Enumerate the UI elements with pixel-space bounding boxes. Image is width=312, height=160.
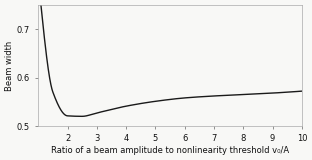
Y-axis label: Beam width: Beam width — [5, 40, 14, 91]
X-axis label: Ratio of a beam amplitude to nonlinearity threshold v₀/A: Ratio of a beam amplitude to nonlinearit… — [51, 146, 289, 155]
